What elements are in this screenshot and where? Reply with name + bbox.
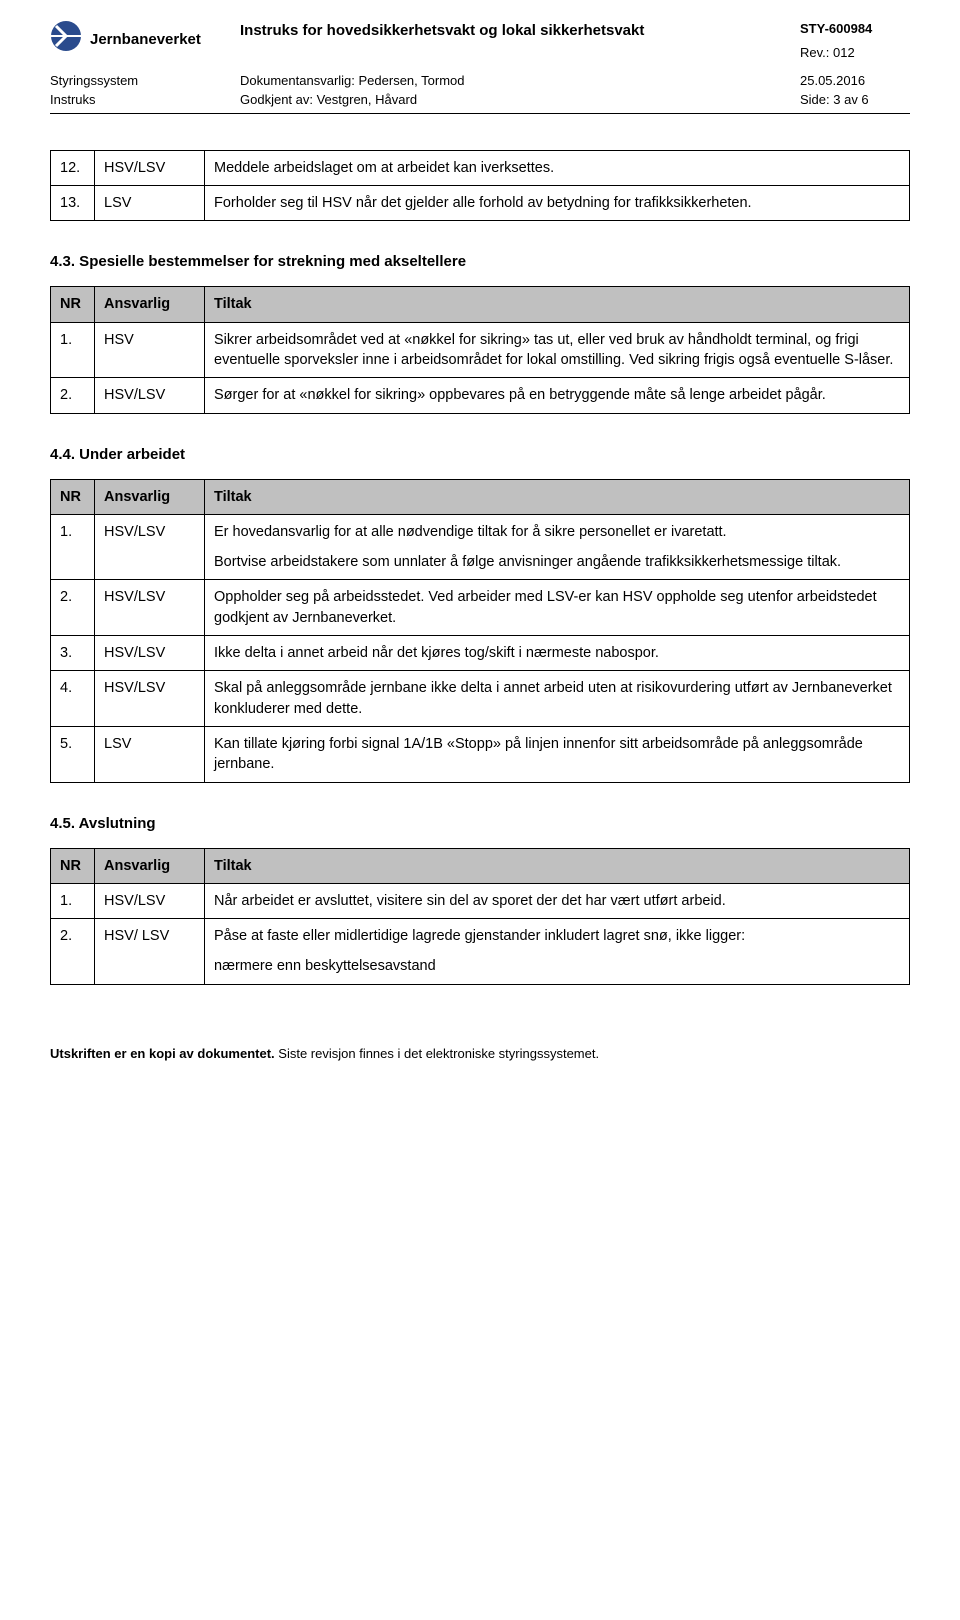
revision: Rev.: 012	[800, 44, 910, 62]
cell-ansvarlig: HSV/LSV	[95, 378, 205, 413]
header-left-line: Instruks	[50, 91, 240, 109]
page-content: 12. HSV/LSV Meddele arbeidslaget om at a…	[50, 150, 910, 985]
th-ansvarlig: Ansvarlig	[95, 287, 205, 322]
th-nr: NR	[51, 287, 95, 322]
table-45: NR Ansvarlig Tiltak 1. HSV/LSV Når arbei…	[50, 848, 910, 985]
cell-ansvarlig: HSV/LSV	[95, 514, 205, 580]
cell-tiltak: Kan tillate kjøring forbi signal 1A/1B «…	[205, 726, 910, 782]
table-row: 2. HSV/LSV Oppholder seg på arbeidsstede…	[51, 580, 910, 636]
th-nr: NR	[51, 479, 95, 514]
logo-icon	[50, 20, 82, 58]
cell-ansvarlig: HSV/ LSV	[95, 919, 205, 985]
cell-ansvarlig: LSV	[95, 726, 205, 782]
cell-tiltak: Sikrer arbeidsområdet ved at «nøkkel for…	[205, 322, 910, 378]
table-row: 2. HSV/LSV Sørger for at «nøkkel for sik…	[51, 378, 910, 413]
header-date: 25.05.2016	[800, 72, 910, 90]
cell-tiltak: Sørger for at «nøkkel for sikring» oppbe…	[205, 378, 910, 413]
cell-ansvarlig: HSV	[95, 322, 205, 378]
cell-nr: 1.	[51, 322, 95, 378]
cell-tiltak-p1: Er hovedansvarlig for at alle nødvendige…	[214, 522, 900, 542]
table-44: NR Ansvarlig Tiltak 1. HSV/LSV Er hoveda…	[50, 479, 910, 783]
table-row: 5. LSV Kan tillate kjøring forbi signal …	[51, 726, 910, 782]
table-row: 13. LSV Forholder seg til HSV når det gj…	[51, 186, 910, 221]
header-top-row: Jernbaneverket Instruks for hovedsikkerh…	[50, 20, 910, 62]
cell-tiltak: Påse at faste eller midlertidige lagrede…	[205, 919, 910, 985]
cell-tiltak: Forholder seg til HSV når det gjelder al…	[205, 186, 910, 221]
header-rule	[50, 113, 910, 114]
th-ansvarlig: Ansvarlig	[95, 848, 205, 883]
logo-block: Jernbaneverket	[50, 20, 240, 58]
th-tiltak: Tiltak	[205, 479, 910, 514]
cell-tiltak: Skal på anleggsområde jernbane ikke delt…	[205, 671, 910, 727]
table-header-row: NR Ansvarlig Tiltak	[51, 848, 910, 883]
cell-nr: 4.	[51, 671, 95, 727]
cell-tiltak: Oppholder seg på arbeidsstedet. Ved arbe…	[205, 580, 910, 636]
section-heading-45: 4.5. Avslutning	[50, 813, 910, 834]
table-row: 1. HSV/LSV Når arbeidet er avsluttet, vi…	[51, 883, 910, 918]
header-page: Side: 3 av 6	[800, 91, 910, 109]
footer-rest: Siste revisjon finnes i det elektroniske…	[275, 1046, 599, 1061]
document-title: Instruks for hovedsikkerhetsvakt og loka…	[240, 20, 800, 41]
header-right-col: 25.05.2016 Side: 3 av 6	[800, 72, 910, 108]
footer-bold: Utskriften er en kopi av dokumentet.	[50, 1046, 275, 1061]
header-left-line: Styringssystem	[50, 72, 240, 90]
header-meta-right: STY-600984 Rev.: 012	[800, 20, 910, 62]
table-43: NR Ansvarlig Tiltak 1. HSV Sikrer arbeid…	[50, 286, 910, 413]
th-ansvarlig: Ansvarlig	[95, 479, 205, 514]
cell-tiltak: Når arbeidet er avsluttet, visitere sin …	[205, 883, 910, 918]
table-row: 2. HSV/ LSV Påse at faste eller midlerti…	[51, 919, 910, 985]
page-header: Jernbaneverket Instruks for hovedsikkerh…	[50, 20, 910, 120]
th-nr: NR	[51, 848, 95, 883]
section-heading-44: 4.4. Under arbeidet	[50, 444, 910, 465]
table-row: 4. HSV/LSV Skal på anleggsområde jernban…	[51, 671, 910, 727]
section-heading-43: 4.3. Spesielle bestemmelser for streknin…	[50, 251, 910, 272]
th-tiltak: Tiltak	[205, 848, 910, 883]
table-row: 12. HSV/LSV Meddele arbeidslaget om at a…	[51, 150, 910, 185]
page-footer: Utskriften er en kopi av dokumentet. Sis…	[50, 1045, 910, 1063]
cell-ansvarlig: HSV/LSV	[95, 150, 205, 185]
cell-nr: 3.	[51, 636, 95, 671]
cell-nr: 2.	[51, 919, 95, 985]
table-header-row: NR Ansvarlig Tiltak	[51, 479, 910, 514]
cell-ansvarlig: HSV/LSV	[95, 671, 205, 727]
table-continuation: 12. HSV/LSV Meddele arbeidslaget om at a…	[50, 150, 910, 222]
header-mid-col: Dokumentansvarlig: Pedersen, Tormod Godk…	[240, 72, 800, 108]
header-bottom-row: Styringssystem Instruks Dokumentansvarli…	[50, 72, 910, 108]
table-row: 1. HSV Sikrer arbeidsområdet ved at «nøk…	[51, 322, 910, 378]
cell-nr: 1.	[51, 883, 95, 918]
cell-nr: 2.	[51, 580, 95, 636]
cell-nr: 2.	[51, 378, 95, 413]
cell-ansvarlig: LSV	[95, 186, 205, 221]
cell-nr: 5.	[51, 726, 95, 782]
cell-tiltak-p2: nærmere enn beskyttelsesavstand	[214, 956, 900, 976]
header-mid-line: Dokumentansvarlig: Pedersen, Tormod	[240, 72, 800, 90]
cell-ansvarlig: HSV/LSV	[95, 883, 205, 918]
table-header-row: NR Ansvarlig Tiltak	[51, 287, 910, 322]
cell-nr: 13.	[51, 186, 95, 221]
table-row: 3. HSV/LSV Ikke delta i annet arbeid når…	[51, 636, 910, 671]
cell-tiltak-p1: Påse at faste eller midlertidige lagrede…	[214, 926, 900, 946]
cell-tiltak: Er hovedansvarlig for at alle nødvendige…	[205, 514, 910, 580]
cell-ansvarlig: HSV/LSV	[95, 636, 205, 671]
org-name: Jernbaneverket	[90, 29, 201, 50]
cell-tiltak: Meddele arbeidslaget om at arbeidet kan …	[205, 150, 910, 185]
th-tiltak: Tiltak	[205, 287, 910, 322]
sty-code: STY-600984	[800, 20, 910, 38]
cell-ansvarlig: HSV/LSV	[95, 580, 205, 636]
cell-nr: 1.	[51, 514, 95, 580]
cell-tiltak-p2: Bortvise arbeidstakere som unnlater å fø…	[214, 552, 900, 572]
header-left-col: Styringssystem Instruks	[50, 72, 240, 108]
header-mid-line: Godkjent av: Vestgren, Håvard	[240, 91, 800, 109]
cell-tiltak: Ikke delta i annet arbeid når det kjøres…	[205, 636, 910, 671]
table-row: 1. HSV/LSV Er hovedansvarlig for at alle…	[51, 514, 910, 580]
cell-nr: 12.	[51, 150, 95, 185]
